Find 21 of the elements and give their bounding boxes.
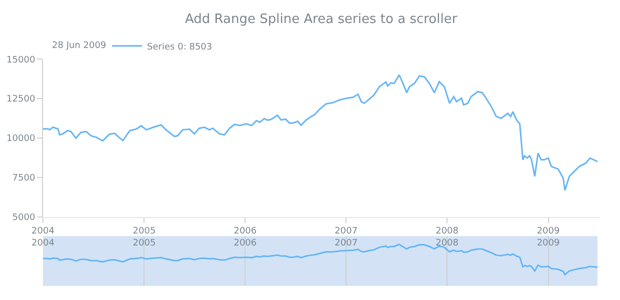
x-tick-label: 2009	[536, 226, 560, 237]
x-tick-label: 2005	[132, 238, 156, 248]
y-tick-label: 12500	[6, 94, 36, 105]
x-tick-label: 2007	[334, 238, 358, 248]
y-tick-label: 10000	[6, 134, 36, 144]
x-tick-label: 2004	[32, 238, 55, 248]
x-tick-label: 2008	[436, 226, 459, 237]
text: 28 Jun 2009	[52, 41, 106, 51]
x-tick-label: 2006	[234, 238, 257, 248]
x-tick-label: 2006	[234, 226, 257, 237]
x-tick-label: 2007	[334, 226, 358, 237]
chart-title: Add Range Spline Area series to a scroller	[185, 12, 458, 27]
x-tick-label: 2009	[536, 238, 560, 248]
x-tick-label: 2005	[132, 226, 156, 237]
line-series	[43, 74, 598, 192]
x-tick-label: 2004	[32, 226, 55, 237]
y-tick-label: 15000	[6, 55, 36, 66]
y-tick-label: 7500	[12, 174, 36, 184]
legend-label: Series 0: 8503	[147, 42, 212, 52]
x-tick-label: 2008	[436, 238, 459, 248]
y-tick-label: 5000	[12, 213, 36, 224]
